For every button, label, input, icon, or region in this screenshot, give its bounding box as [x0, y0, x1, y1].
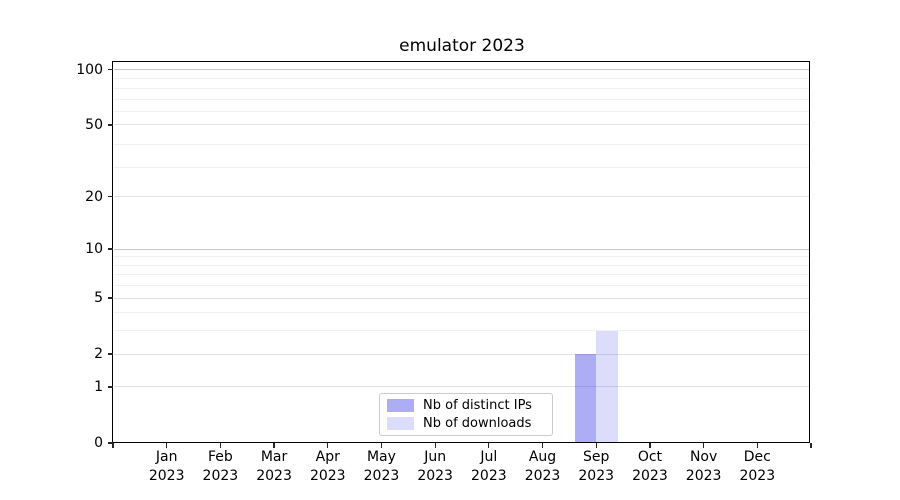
- x-tick-mark: [112, 443, 114, 448]
- y-tick-mark: [108, 124, 113, 126]
- y-tick-mark: [108, 386, 113, 388]
- x-tick-mark: [166, 443, 168, 448]
- x-tick-label: Nov 2023: [685, 449, 722, 484]
- x-tick-label: Feb 2023: [202, 449, 239, 484]
- bar-distinct-ips: [574, 354, 597, 443]
- x-tick-label: Jan 2023: [148, 449, 185, 484]
- x-tick-label: Dec 2023: [739, 449, 776, 484]
- minor-gridline: [114, 78, 810, 80]
- minor-gridline: [114, 98, 810, 100]
- y-tick-mark: [108, 68, 113, 71]
- x-tick-mark: [810, 443, 812, 448]
- legend: Nb of distinct IPs Nb of downloads: [379, 393, 553, 436]
- legend-swatch-downloads: [387, 417, 414, 430]
- major-gridline: [114, 248, 810, 250]
- x-tick-mark: [219, 443, 222, 448]
- minor-gridline: [114, 312, 810, 314]
- legend-label-downloads: Nb of downloads: [423, 416, 532, 431]
- minor-gridline: [114, 87, 810, 89]
- minor-gridline: [114, 330, 810, 332]
- major-gridline: [114, 353, 810, 355]
- minor-gridline: [114, 285, 810, 287]
- x-tick-mark: [756, 443, 758, 448]
- minor-gridline: [114, 264, 810, 266]
- x-tick-label: Sep 2023: [578, 449, 615, 484]
- y-tick-mark: [108, 297, 113, 299]
- bar-downloads: [596, 330, 618, 443]
- x-tick-mark: [273, 443, 275, 448]
- legend-label-distinct-ips: Nb of distinct IPs: [423, 398, 532, 413]
- x-tick-mark: [327, 443, 329, 448]
- major-gridline: [114, 69, 810, 71]
- minor-gridline: [114, 256, 810, 258]
- y-tick-label: 5: [94, 290, 103, 307]
- x-tick-label: Oct 2023: [632, 449, 668, 484]
- legend-item-distinct-ips: Nb of distinct IPs: [387, 398, 552, 413]
- chart-title: emulator 2023: [399, 36, 525, 56]
- legend-item-downloads: Nb of downloads: [387, 416, 552, 431]
- minor-gridline: [114, 111, 810, 113]
- minor-gridline: [114, 274, 810, 276]
- major-gridline: [114, 386, 810, 388]
- minor-gridline: [114, 167, 810, 169]
- x-tick-label: Aug 2023: [524, 449, 561, 484]
- y-tick-label: 100: [76, 61, 103, 78]
- x-tick-label: Jun 2023: [417, 449, 453, 484]
- x-tick-mark: [488, 443, 490, 448]
- major-gridline: [114, 297, 810, 299]
- x-tick-label: Jul 2023: [471, 449, 507, 484]
- y-tick-mark: [108, 248, 113, 250]
- x-tick-mark: [595, 443, 597, 448]
- x-tick-mark: [541, 443, 544, 448]
- x-tick-label: Mar 2023: [256, 449, 292, 484]
- y-tick-label: 1: [94, 378, 103, 395]
- x-tick-mark: [649, 443, 651, 448]
- x-tick-mark: [380, 443, 383, 448]
- x-tick-mark: [702, 443, 705, 448]
- y-tick-label: 2: [94, 346, 103, 363]
- minor-gridline: [114, 144, 810, 146]
- x-tick-label: Apr 2023: [309, 449, 346, 484]
- y-tick-mark: [108, 442, 113, 444]
- major-gridline: [114, 124, 810, 126]
- y-tick-label: 20: [85, 188, 103, 205]
- y-tick-mark: [108, 353, 113, 355]
- x-tick-mark: [434, 443, 436, 448]
- y-tick-label: 50: [85, 116, 103, 133]
- x-tick-label: May 2023: [363, 449, 400, 484]
- major-gridline: [114, 196, 810, 198]
- y-tick-label: 10: [85, 241, 103, 257]
- y-tick-mark: [108, 196, 113, 198]
- y-tick-label: 0: [94, 435, 103, 451]
- legend-swatch-distinct-ips: [387, 399, 414, 412]
